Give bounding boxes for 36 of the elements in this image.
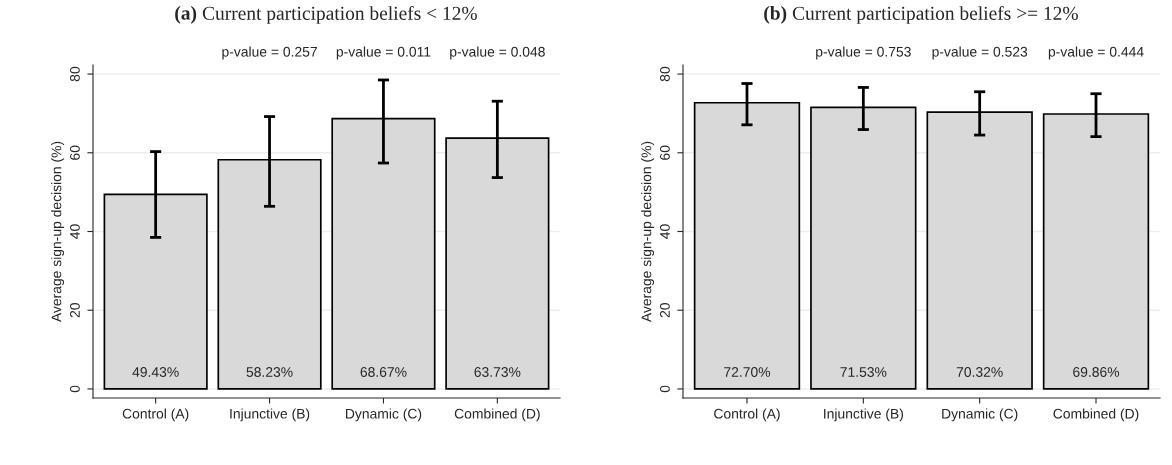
data-label: 69.86%	[1073, 367, 1120, 377]
data-label: 70.32%	[956, 367, 1003, 377]
text: p-value = 0.048	[450, 46, 545, 60]
data-label: 63.73%	[474, 367, 521, 377]
data-label: 58.23%	[246, 367, 293, 377]
data-label: 68.67%	[360, 367, 407, 377]
x-tick-label: Control (A)	[122, 408, 189, 422]
y-tick-label: 20	[70, 303, 80, 318]
text: p-value = 0.257	[222, 46, 317, 60]
x-tick-label: Dynamic (C)	[346, 408, 422, 422]
y-tick-label: 0	[70, 385, 80, 393]
y-tick-label: 20	[660, 303, 670, 318]
text: p-value = 0.753	[816, 46, 911, 60]
y-axis-title: Average sign-up decision (%)	[51, 141, 65, 323]
text: p-value = 0.011	[336, 46, 431, 60]
y-tick-label: 60	[660, 145, 670, 160]
data-label: 71.53%	[840, 367, 887, 377]
chart-title: (a) Current participation beliefs < 12%	[175, 6, 477, 24]
y-tick-label: 80	[70, 66, 80, 82]
y-tick-label: 40	[660, 224, 670, 239]
x-tick-label: Injunctive (B)	[230, 408, 310, 422]
x-tick-label: Dynamic (C)	[942, 408, 1018, 422]
y-axis-title: Average sign-up decision (%)	[641, 141, 655, 323]
y-tick-label: 0	[660, 385, 670, 393]
x-tick-label: Combined (D)	[454, 408, 540, 422]
data-label: 49.43%	[132, 367, 179, 377]
y-tick-label: 40	[70, 224, 80, 239]
x-tick-label: Control (A)	[714, 408, 780, 422]
data-label: 72.70%	[724, 367, 771, 377]
x-tick-label: Combined (D)	[1053, 408, 1139, 422]
chart-title: (b) Current participation beliefs >= 12%	[764, 6, 1078, 24]
text: p-value = 0.523	[932, 46, 1028, 60]
x-tick-label: Injunctive (B)	[824, 408, 903, 422]
y-tick-label: 80	[660, 66, 670, 82]
y-tick-label: 60	[70, 145, 80, 160]
text: p-value = 0.444	[1048, 46, 1144, 60]
